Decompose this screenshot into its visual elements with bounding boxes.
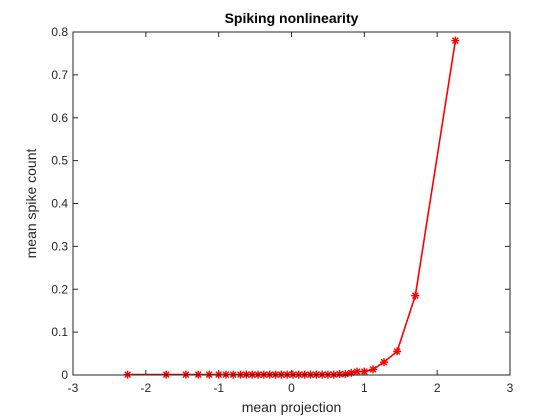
data-point — [335, 370, 344, 379]
y-tick-label: 0.4 — [51, 197, 68, 211]
data-point — [369, 365, 378, 374]
y-tick-label: 0.3 — [51, 239, 68, 253]
data-point — [411, 291, 420, 300]
x-tick-label: 1 — [361, 381, 368, 395]
plot-frame — [72, 31, 511, 376]
plot-area — [73, 32, 510, 375]
data-point — [347, 368, 356, 377]
y-axis-label: mean spike count — [23, 149, 39, 259]
x-tick-label: 3 — [507, 381, 514, 395]
y-tick-label: 0.2 — [51, 282, 68, 296]
y-tick-label: 0.6 — [51, 111, 68, 125]
ticks-layer: -3 -2 -1 0 1 2 3 0 0.1 0.2 0.3 0.4 0.5 0.6 0.7 0.8 — [51, 25, 513, 395]
chart-title: Spiking nonlinearity — [225, 10, 359, 26]
data-point — [379, 358, 388, 367]
x-tick-label: -1 — [213, 381, 224, 395]
data-point — [353, 367, 362, 376]
x-tick-label: -2 — [140, 381, 151, 395]
x-tick-label: 0 — [288, 381, 295, 395]
data-point — [360, 367, 369, 376]
data-point — [393, 347, 402, 356]
data-point — [451, 36, 460, 45]
y-tick-label: 0.7 — [51, 68, 68, 82]
x-tick-label: 2 — [434, 381, 441, 395]
x-tick-label: -3 — [68, 381, 79, 395]
x-axis-label: mean projection — [242, 399, 342, 415]
y-tick-label: 0.5 — [51, 154, 68, 168]
data-point — [341, 370, 350, 379]
y-tick-label: 0.1 — [51, 325, 68, 339]
y-tick-label: 0 — [61, 368, 68, 382]
y-tick-label: 0.8 — [51, 25, 68, 39]
